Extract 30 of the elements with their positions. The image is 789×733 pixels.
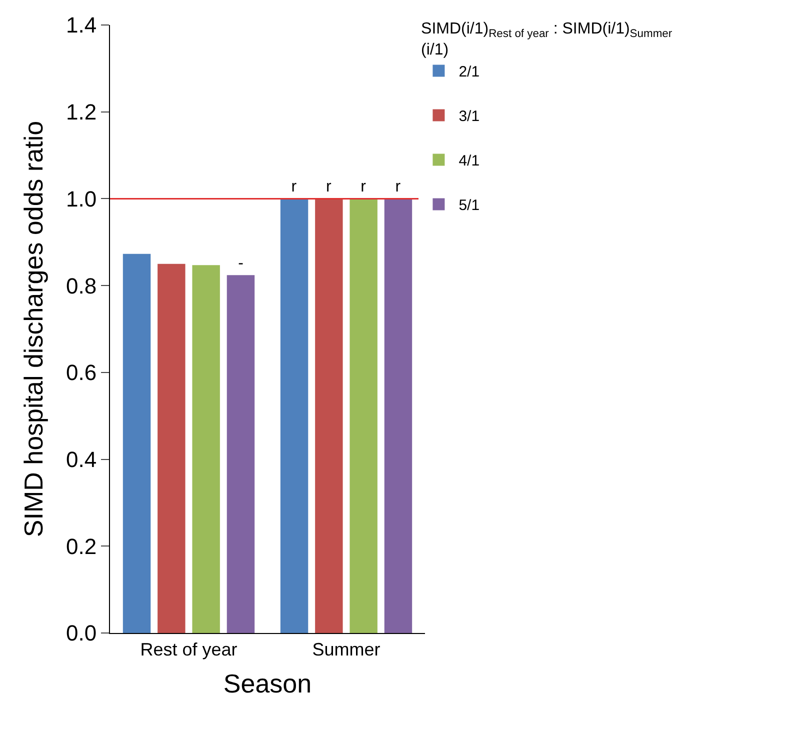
bar	[315, 198, 343, 633]
data-label: -	[238, 255, 244, 272]
legend-label: 4/1	[458, 152, 480, 170]
data-label: r	[326, 178, 332, 196]
y-tick-label: 1.0	[66, 186, 97, 212]
bar	[192, 265, 220, 633]
y-tick-label: 0.2	[66, 534, 97, 559]
text: SIMD(i/1)$_{Rest of year}$ : SIMD(i/1)$_{Summer}$ (i/1)	[421, 20, 672, 58]
legend-label: 3/1	[458, 108, 480, 126]
data-label: r	[360, 178, 367, 196]
x-axis-title: Season	[223, 668, 312, 698]
x-tick-label: Rest of year	[140, 640, 238, 660]
y-tick-label: 0.8	[66, 273, 97, 298]
bar	[122, 254, 151, 633]
y-tick-label: 0.0	[66, 620, 97, 646]
x-tick-label: Summer	[312, 640, 380, 660]
bar	[158, 264, 186, 633]
legend-label: 2/1	[458, 64, 480, 81]
bar	[280, 198, 308, 633]
y-tick-label: 0.4	[66, 446, 97, 472]
y-axis-title: SIMD hospital discharges odds ratio	[18, 120, 48, 538]
y-tick-label: 1.4	[66, 12, 97, 38]
y-tick-label: 0.6	[66, 360, 97, 386]
bar	[350, 198, 378, 633]
data-label: r	[291, 178, 298, 196]
y-tick-label: 1.2	[66, 100, 97, 125]
bar	[226, 275, 255, 633]
data-label: r	[395, 178, 402, 196]
legend-label: 5/1	[458, 197, 480, 214]
bar	[384, 198, 412, 633]
